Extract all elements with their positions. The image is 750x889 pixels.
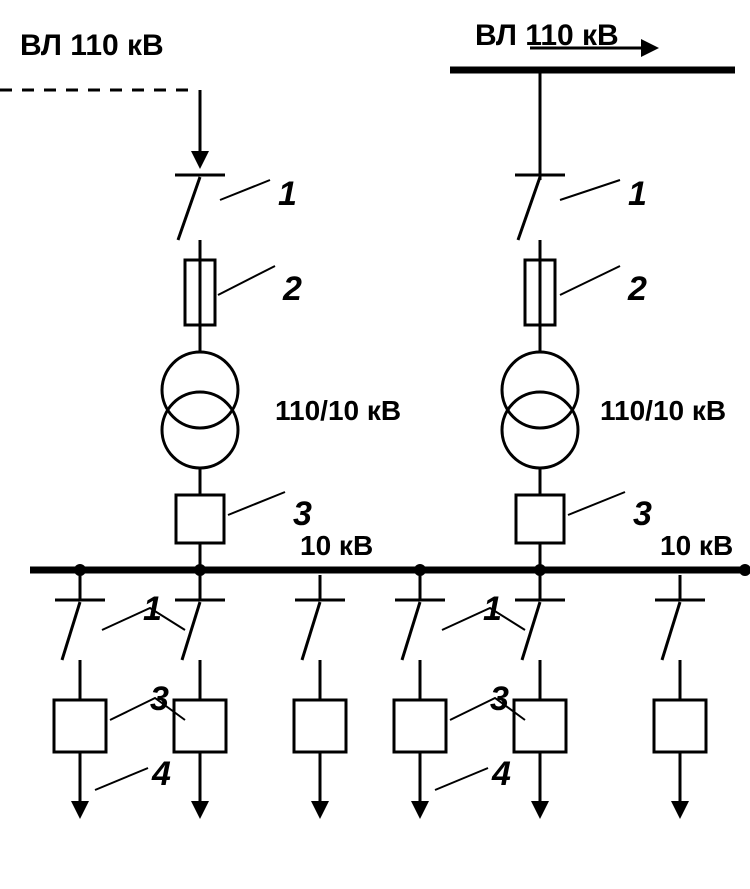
label: 4 [151,755,171,793]
label: 2 [282,270,302,308]
label: 2 [627,270,647,308]
label: 10 кВ [300,530,373,561]
label: 1 [143,590,162,628]
label: 110/10 кВ [275,395,401,426]
label: 1 [483,590,502,628]
label: 1 [278,175,297,213]
label: 1 [628,175,647,213]
label: 3 [490,680,509,718]
label: 3 [150,680,169,718]
label: 3 [293,495,312,533]
label: 110/10 кВ [600,395,726,426]
single-line-diagram: ВЛ 110 кВ ВЛ 110 кВ 110/10 кВ 110/10 кВ 10 к… [0,0,750,884]
label: 4 [491,755,511,793]
label: ВЛ 110 кВ [475,19,619,52]
label: 3 [633,495,652,533]
label: 10 кВ [660,530,733,561]
label: ВЛ 110 кВ [20,29,164,62]
